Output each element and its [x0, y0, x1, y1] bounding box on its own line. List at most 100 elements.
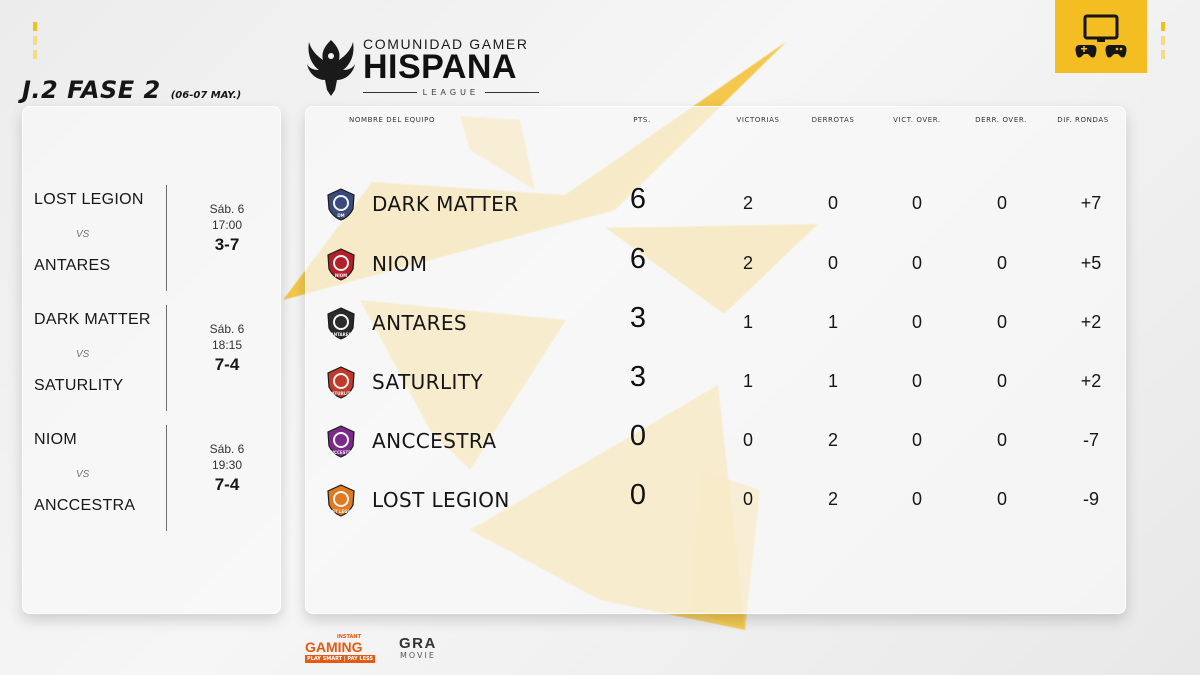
row-wins: 2: [742, 193, 753, 213]
column-header-team: NOMBRE DEL EQUIPO: [349, 116, 436, 124]
match-vs: VS: [76, 469, 90, 480]
sponsors: INSTANT GAMING PLAY SMART | PAY LESS GRA…: [305, 633, 437, 663]
anccestra-logo-icon: ANCCESTRA: [327, 425, 356, 458]
instant-gaming-tagline: PLAY SMART | PAY LESS: [305, 654, 375, 663]
logo-league-row: LEAGUE: [363, 86, 539, 98]
standings-row: LOST LEGION LOST LEGION 0 0 2 0 0 -9: [305, 479, 1126, 520]
row-ot-wins: 0: [911, 253, 922, 273]
row-team-name: ANTARES: [372, 311, 468, 335]
badge-text: ANCCESTRA: [328, 450, 356, 455]
instant-gaming-logo: INSTANT GAMING PLAY SMART | PAY LESS: [305, 634, 375, 663]
row-losses: 1: [827, 312, 838, 332]
match-vs: VS: [76, 229, 90, 240]
row-wins: 2: [742, 253, 753, 273]
badge-text: LOST LEGION: [326, 509, 356, 514]
row-round-diff: +2: [1080, 371, 1102, 391]
saturlity-logo-icon: SATURLITY: [327, 366, 355, 399]
column-header-pts: PTS.: [633, 116, 651, 124]
row-losses: 0: [827, 253, 838, 273]
match-day: Sáb. 6: [209, 202, 245, 216]
monitor-with-controllers-icon: [1075, 14, 1127, 57]
row-ot-losses: 0: [996, 489, 1007, 509]
match-divider: [166, 425, 167, 531]
row-ot-losses: 0: [996, 312, 1007, 332]
match-item: NIOM VS ANCCESTRA Sáb. 6 19:30 7-4: [23, 425, 282, 549]
standings-row: DM DARK MATTER 6 2 0 0 0 +7: [305, 183, 1126, 224]
row-round-diff: +7: [1080, 193, 1102, 213]
match-time: 18:15: [211, 338, 243, 352]
logo-line-left: [363, 91, 417, 93]
standings-panel: [305, 106, 1126, 614]
match-day: Sáb. 6: [209, 322, 245, 336]
match-team-b: ANCCESTRA: [34, 497, 136, 514]
row-points: 3: [629, 361, 647, 393]
row-ot-wins: 0: [911, 489, 922, 509]
row-losses: 2: [827, 430, 838, 450]
match-score: 3-7: [214, 235, 240, 254]
match-day: Sáb. 6: [209, 442, 245, 456]
row-ot-wins: 0: [911, 371, 922, 391]
antares-logo-icon: ANTARES: [327, 307, 355, 340]
header-block: J.2 FASE 2 (06-07 MAY.): [22, 76, 241, 104]
corner-marks-left: [33, 22, 37, 59]
row-ot-wins: 0: [911, 193, 922, 213]
badge-text: NIOM: [335, 273, 347, 278]
logo-top-text: COMUNIDAD GAMER: [363, 36, 529, 52]
row-team-name: DARK MATTER: [372, 192, 519, 216]
niom-logo-icon: NIOM: [327, 248, 355, 281]
corner-marks-right: [1161, 22, 1165, 59]
match-item: DARK MATTER VS SATURLITY Sáb. 6 18:15 7-…: [23, 305, 282, 429]
match-divider: [166, 185, 167, 291]
row-ot-wins: 0: [911, 312, 922, 332]
lost-legion-logo-icon: LOST LEGION: [326, 484, 356, 517]
standings-row: NIOM NIOM 6 2 0 0 0 +5: [305, 243, 1126, 284]
dark-matter-logo-icon: DM: [327, 188, 355, 221]
league-logo: COMUNIDAD GAMER HISPANA LEAGUE: [303, 34, 543, 98]
match-team-a: DARK MATTER: [34, 311, 151, 328]
match-team-b: SATURLITY: [34, 377, 124, 394]
column-header-ot-wins: VICT. OVER.: [893, 116, 941, 124]
instant-gaming-main: GAMING: [305, 638, 363, 655]
logo-line-right: [485, 91, 539, 93]
match-team-a: NIOM: [34, 431, 77, 448]
page-title: J.2 FASE 2: [22, 76, 161, 104]
logo-main-text: HISPANA: [363, 48, 517, 86]
column-header-round-diff: DIF. RONDAS: [1057, 116, 1109, 124]
row-ot-losses: 0: [996, 430, 1007, 450]
row-points: 0: [629, 420, 647, 452]
matches-panel: LOST LEGION VS ANTARES Sáb. 6 17:00 3-7 …: [22, 106, 281, 614]
page-dates: (06-07 MAY.): [170, 90, 242, 101]
column-header-wins: VICTORIAS: [736, 116, 780, 124]
row-wins: 0: [742, 489, 753, 509]
match-score: 7-4: [214, 355, 240, 374]
row-wins: 1: [742, 312, 753, 332]
badge-text: SATURLITY: [329, 391, 353, 396]
row-ot-losses: 0: [996, 193, 1007, 213]
match-score: 7-4: [214, 475, 240, 494]
match-time: 19:30: [211, 458, 243, 472]
match-vs: VS: [76, 349, 90, 360]
row-points: 3: [629, 302, 647, 334]
column-header-ot-losses: DERR. OVER.: [975, 116, 1027, 124]
row-ot-losses: 0: [996, 253, 1007, 273]
badge-text: ANTARES: [331, 332, 352, 337]
logo-sub-text: LEAGUE: [422, 87, 480, 97]
row-team-name: NIOM: [372, 252, 428, 276]
row-wins: 0: [742, 430, 753, 450]
row-ot-wins: 0: [911, 430, 922, 450]
standings-row: ANTARES ANTARES 3 1 1 0 0 +2: [305, 302, 1126, 343]
row-losses: 1: [827, 371, 838, 391]
row-round-diff: -9: [1082, 489, 1099, 509]
gra-main: GRA: [399, 635, 437, 652]
instant-gaming-top: INSTANT: [336, 633, 361, 640]
row-losses: 0: [827, 193, 838, 213]
row-points: 6: [629, 243, 647, 275]
column-header-losses: DERROTAS: [811, 116, 855, 124]
gra-movie-logo: GRA MOVIE: [399, 636, 437, 660]
row-wins: 1: [742, 371, 753, 391]
standings-row: ANCCESTRA ANCCESTRA 0 0 2 0 0 -7: [305, 420, 1126, 461]
gra-sub: MOVIE: [399, 651, 436, 660]
row-round-diff: -7: [1082, 430, 1099, 450]
phoenix-icon: [307, 40, 355, 96]
row-round-diff: +2: [1080, 312, 1102, 332]
